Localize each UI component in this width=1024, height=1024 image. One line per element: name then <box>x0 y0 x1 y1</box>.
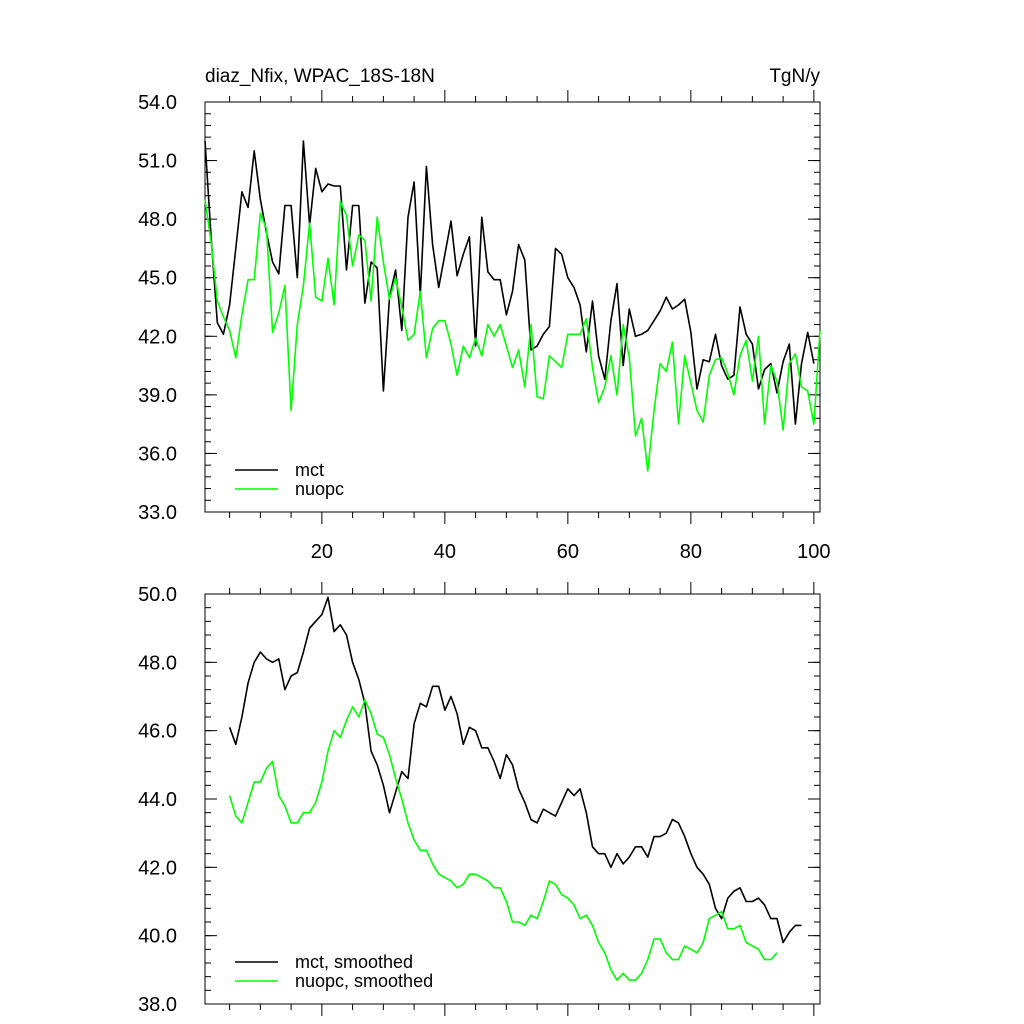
series-lines-bottom <box>228 596 802 981</box>
legend-top: mct nuopc <box>235 460 344 499</box>
y-tick-label: 45.0 <box>138 268 177 290</box>
y-tick-label: 44.0 <box>138 789 177 811</box>
panel-smoothed: 38.0 40.0 42.0 44.0 46.0 48.0 50.0 mct, smooth… <box>138 582 821 1016</box>
axes-bottom: 38.0 40.0 42.0 44.0 46.0 48.0 50.0 <box>138 582 820 1016</box>
series-line-nuopc <box>204 199 821 472</box>
x-tick-label: 100 <box>797 541 830 563</box>
y-tick-label: 50.0 <box>138 584 177 606</box>
y-tick-label: 42.0 <box>138 857 177 879</box>
x-tick-label: 40 <box>434 541 456 563</box>
x-tick-label: 20 <box>311 541 333 563</box>
legend-label-nuopc: nuopc <box>295 479 344 499</box>
series-line-mct-smoothed <box>228 596 802 944</box>
legend-bottom: mct, smoothed nuopc, smoothed <box>235 952 433 991</box>
y-tick-label: 51.0 <box>138 151 177 173</box>
axes-top: 33.0 36.0 39.0 42.0 45.0 48.0 51.0 54.0 20 40 60 80… <box>138 90 831 563</box>
legend-label-mct: mct <box>295 460 324 480</box>
y-tick-label: 48.0 <box>138 209 177 231</box>
x-tick-label: 80 <box>680 541 702 563</box>
x-tick-label: 60 <box>557 541 579 563</box>
legend-label-nuopc-smoothed: nuopc, smoothed <box>295 971 433 991</box>
y-tick-label: 33.0 <box>138 502 177 524</box>
series-line-nuopc-smoothed <box>228 699 778 981</box>
y-tick-label: 46.0 <box>138 721 177 743</box>
y-tick-label: 48.0 <box>138 652 177 674</box>
y-tick-label: 36.0 <box>138 443 177 465</box>
y-tick-label: 40.0 <box>138 926 177 948</box>
plot-frame-bottom <box>204 593 821 1005</box>
plot-frame-top <box>204 101 821 513</box>
y-tick-label: 54.0 <box>138 92 177 114</box>
legend-label-mct-smoothed: mct, smoothed <box>295 952 413 972</box>
series-lines-top <box>204 140 821 472</box>
chart-title: diaz_Nfix, WPAC_18S-18N <box>205 66 435 87</box>
units-label: TgN/y <box>769 66 820 87</box>
y-tick-label: 39.0 <box>138 385 177 407</box>
series-line-mct <box>204 140 815 425</box>
y-tick-label: 38.0 <box>138 994 177 1016</box>
y-tick-label: 42.0 <box>138 326 177 348</box>
panel-raw: diaz_Nfix, WPAC_18S-18N TgN/y 33.0 36.0 39… <box>138 66 830 563</box>
